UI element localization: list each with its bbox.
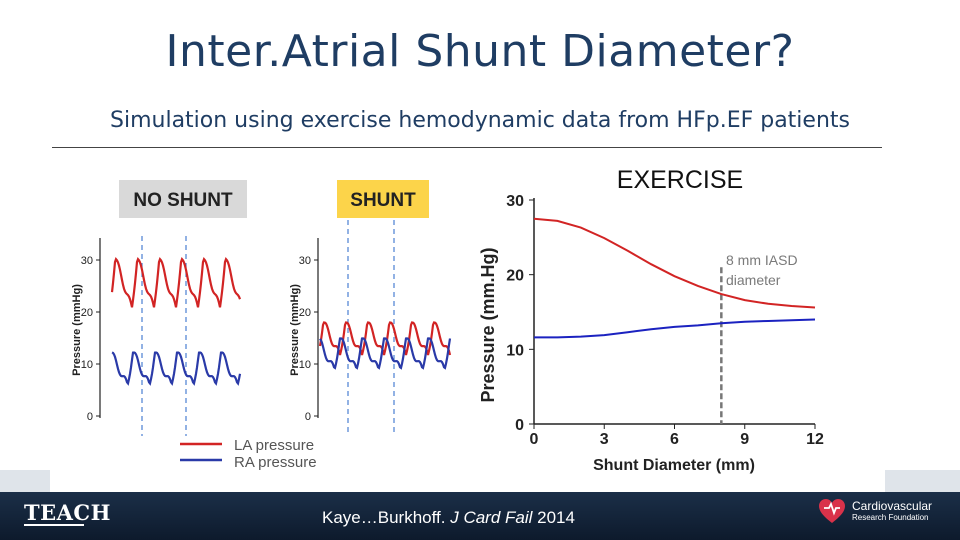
iasd-annotation-line2: diameter bbox=[726, 272, 781, 288]
y-tick-label: 0 bbox=[515, 417, 524, 434]
iasd-annotation-line1: 8 mm IASD bbox=[726, 252, 798, 268]
no-shunt-tick-20: 20 bbox=[81, 307, 93, 319]
footer-fade-right bbox=[885, 470, 960, 492]
x-tick-label: 6 bbox=[670, 431, 679, 448]
shunt-tick-0: 0 bbox=[305, 411, 311, 423]
title-divider bbox=[52, 147, 882, 148]
citation-journal: J Card Fail bbox=[450, 508, 533, 527]
citation-year: 2014 bbox=[537, 508, 575, 527]
citation-authors: Kaye…Burkhoff. bbox=[322, 508, 446, 527]
no-shunt-la-trace bbox=[110, 257, 242, 308]
x-tick-label: 12 bbox=[806, 431, 824, 448]
footer-fade-left bbox=[0, 470, 50, 492]
y-tick-label: 30 bbox=[506, 193, 524, 210]
crf-logo-text: Cardiovascular Research Foundation bbox=[852, 500, 932, 524]
shunt-tick-20: 20 bbox=[299, 307, 311, 319]
teach-logo: TEACH bbox=[24, 500, 111, 525]
shunt-axes: 30 20 10 0 Pressure (mmHg) bbox=[289, 220, 395, 436]
slide-title: Inter.Atrial Shunt Diameter? bbox=[165, 26, 795, 77]
footer-bar bbox=[0, 492, 960, 540]
no-shunt-axes: 30 20 10 0 Pressure (mmHg) bbox=[71, 236, 187, 436]
shunt-la-trace bbox=[318, 321, 452, 356]
exercise-chart: EXERCISE Pressure (mm.Hg) Shunt Diameter… bbox=[478, 166, 824, 474]
x-tick-label: 3 bbox=[600, 431, 609, 448]
shunt-y-label: Pressure (mmHg) bbox=[289, 284, 301, 376]
legend-ra-label: RA pressure bbox=[234, 454, 317, 471]
x-tick-label: 9 bbox=[740, 431, 749, 448]
shunt-tick-30: 30 bbox=[299, 255, 311, 267]
no-shunt-label-box bbox=[119, 180, 247, 218]
crf-name-line2: Research Foundation bbox=[852, 513, 929, 522]
chart-x-label: Shunt Diameter (mm) bbox=[593, 457, 755, 474]
legend-la-label: LA pressure bbox=[234, 437, 314, 454]
shunt-ra-trace bbox=[319, 337, 452, 370]
shunt-label-box bbox=[337, 180, 429, 218]
teach-logo-underline bbox=[24, 524, 84, 526]
citation: Kaye…Burkhoff. J Card Fail 2014 bbox=[322, 508, 575, 528]
figure-panel: NO SHUNT SHUNT 30 20 10 0 Pressure (mmHg… bbox=[50, 160, 885, 492]
no-shunt-tick-10: 10 bbox=[81, 359, 93, 371]
chart-title: EXERCISE bbox=[617, 166, 743, 194]
series-ra-line bbox=[534, 318, 816, 339]
shunt-label: SHUNT bbox=[350, 190, 416, 211]
y-tick-label: 10 bbox=[506, 342, 524, 359]
chart-y-label: Pressure (mm.Hg) bbox=[478, 247, 498, 402]
slide-subtitle: Simulation using exercise hemodynamic da… bbox=[110, 108, 850, 133]
no-shunt-tick-30: 30 bbox=[81, 255, 93, 267]
no-shunt-y-label: Pressure (mmHg) bbox=[71, 284, 83, 376]
crf-name-line1: Cardiovascular bbox=[852, 499, 933, 513]
shunt-tick-10: 10 bbox=[299, 359, 311, 371]
x-tick-label: 0 bbox=[530, 431, 539, 448]
y-tick-label: 20 bbox=[506, 268, 524, 285]
no-shunt-tick-0: 0 bbox=[87, 411, 93, 423]
crf-heart-icon bbox=[819, 499, 845, 523]
series-la-line bbox=[533, 217, 816, 309]
no-shunt-ra-trace bbox=[111, 351, 242, 386]
no-shunt-label: NO SHUNT bbox=[133, 190, 233, 211]
figure-svg: NO SHUNT SHUNT 30 20 10 0 Pressure (mmHg… bbox=[71, 166, 824, 474]
